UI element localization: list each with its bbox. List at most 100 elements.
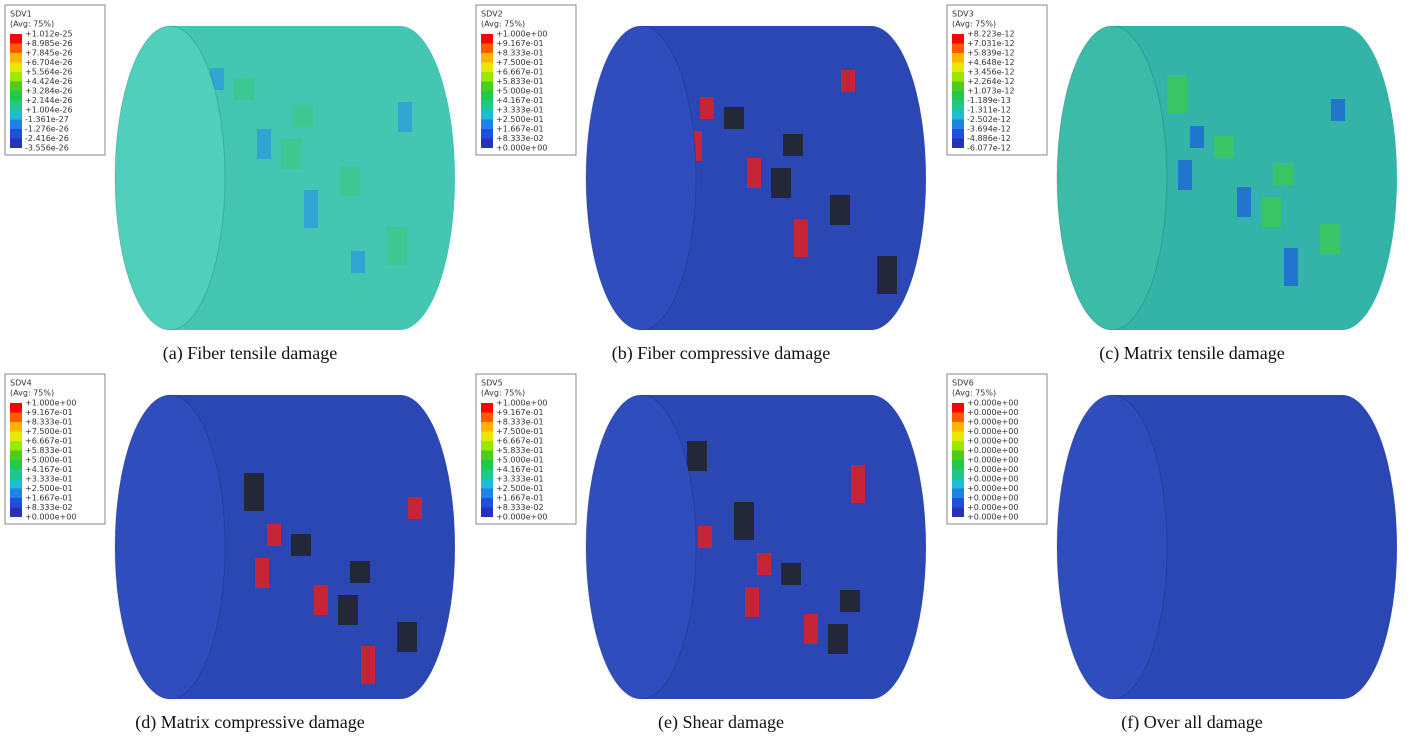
- damage-patch: [747, 158, 761, 188]
- legend-swatch: [481, 91, 493, 101]
- legend-label: +8.333e-02: [496, 503, 544, 512]
- legend-label: -1.189e-13: [967, 96, 1011, 105]
- damage-patch: [234, 78, 254, 100]
- legend-swatch: [952, 139, 964, 149]
- legend-swatch: [481, 72, 493, 82]
- legend-swatch: [952, 129, 964, 139]
- damage-patch: [877, 256, 897, 294]
- legend-label: +4.167e-01: [25, 465, 73, 474]
- legend-label: +8.333e-01: [496, 418, 544, 427]
- legend-swatch: [10, 44, 22, 54]
- damage-patch: [291, 534, 311, 556]
- legend-swatch: [10, 508, 22, 518]
- legend-swatch: [10, 479, 22, 489]
- cylinder-end: [586, 26, 696, 330]
- legend-label: +1.000e+00: [25, 399, 76, 408]
- legend-swatch: [481, 432, 493, 442]
- legend-swatch: [481, 34, 493, 44]
- legend-swatch: [952, 63, 964, 73]
- legend-label: +6.667e-01: [496, 437, 544, 446]
- legend-swatch: [481, 508, 493, 518]
- legend-label: +2.144e-26: [25, 96, 73, 105]
- legend-swatch: [10, 498, 22, 508]
- legend-label: -4.886e-12: [967, 134, 1011, 143]
- damage-patch: [745, 587, 759, 617]
- legend-swatch: [952, 432, 964, 442]
- legend-swatch: [481, 129, 493, 139]
- legend-label: +3.284e-26: [25, 87, 73, 96]
- legend-swatch: [10, 110, 22, 120]
- legend-swatch: [481, 403, 493, 413]
- legend-label: -2.502e-12: [967, 115, 1011, 124]
- legend-title: SDV1: [10, 10, 32, 19]
- legend-swatch: [952, 91, 964, 101]
- legend-label: +0.000e+00: [967, 513, 1018, 522]
- legend-swatch: [10, 489, 22, 499]
- legend-label: +7.845e-26: [25, 49, 73, 58]
- legend-label: +1.000e+00: [496, 399, 547, 408]
- legend-label: +9.167e-01: [496, 408, 544, 417]
- legend-label: +0.000e+00: [967, 503, 1018, 512]
- legend-label: +7.500e-01: [496, 58, 544, 67]
- legend-label: +0.000e+00: [25, 513, 76, 522]
- legend-swatch: [10, 82, 22, 92]
- legend-label: +3.456e-12: [967, 68, 1015, 77]
- damage-patch: [771, 168, 791, 198]
- legend-swatch: [10, 120, 22, 130]
- damage-patch: [1178, 160, 1192, 190]
- legend-swatch: [10, 470, 22, 480]
- legend-label: +1.012e-25: [25, 30, 73, 39]
- legend-swatch: [481, 441, 493, 451]
- damage-patch: [398, 102, 412, 132]
- cylinder-end: [1057, 26, 1167, 330]
- legend-title: SDV3: [952, 10, 974, 19]
- legend-label: +1.000e+00: [496, 30, 547, 39]
- legend-subtitle: (Avg: 75%): [952, 389, 996, 398]
- damage-patch: [281, 139, 301, 169]
- legend-swatch: [10, 422, 22, 432]
- legend-swatch: [481, 460, 493, 470]
- damage-patch: [1261, 197, 1281, 227]
- cylinder-end: [586, 395, 696, 699]
- caption: (e) Shear damage: [658, 712, 784, 733]
- legend-label: +0.000e+00: [496, 513, 547, 522]
- panel: SDV5(Avg: 75%)+1.000e+00+9.167e-01+8.333…: [476, 374, 926, 733]
- panel: SDV1(Avg: 75%)+1.012e-25+8.985e-26+7.845…: [5, 5, 455, 364]
- legend-label: +0.000e+00: [967, 437, 1018, 446]
- legend-swatch: [481, 53, 493, 63]
- legend-swatch: [10, 432, 22, 442]
- legend-swatch: [10, 451, 22, 461]
- legend-title: SDV4: [10, 379, 32, 388]
- legend-swatch: [952, 489, 964, 499]
- cylinder-end: [115, 26, 225, 330]
- legend-label: +7.031e-12: [967, 39, 1015, 48]
- legend-swatch: [10, 403, 22, 413]
- legend-swatch: [10, 139, 22, 149]
- legend-label: +5.564e-26: [25, 68, 73, 77]
- caption: (a) Fiber tensile damage: [163, 343, 337, 364]
- damage-patch: [255, 558, 269, 588]
- legend-swatch: [10, 441, 22, 451]
- legend-swatch: [481, 139, 493, 149]
- legend-label: +0.000e+00: [967, 484, 1018, 493]
- page: SDV1 (Avg: 75%) +1.012e-25+8.985e-26+7.845…: [0, 0, 1413, 738]
- legend-swatch: [481, 110, 493, 120]
- legend-label: +3.333e-01: [496, 106, 544, 115]
- legend-swatch: [481, 451, 493, 461]
- damage-patch: [387, 227, 407, 265]
- legend-label: +7.500e-01: [25, 427, 73, 436]
- legend-swatch: [952, 34, 964, 44]
- legend-label: +6.667e-01: [25, 437, 73, 446]
- legend-swatch: [952, 110, 964, 120]
- caption: (f) Over all damage: [1121, 712, 1262, 733]
- damage-patch: [781, 563, 801, 585]
- legend-label: +0.000e+00: [967, 475, 1018, 484]
- damage-patch: [351, 251, 365, 273]
- legend-label: +0.000e+00: [967, 427, 1018, 436]
- legend-label: +8.985e-26: [25, 39, 73, 48]
- legend-swatch: [952, 72, 964, 82]
- legend-label: +5.833e-01: [25, 446, 73, 455]
- damage-patch: [267, 524, 281, 546]
- damage-patch: [700, 97, 714, 119]
- legend-label: -3.556e-26: [25, 144, 69, 153]
